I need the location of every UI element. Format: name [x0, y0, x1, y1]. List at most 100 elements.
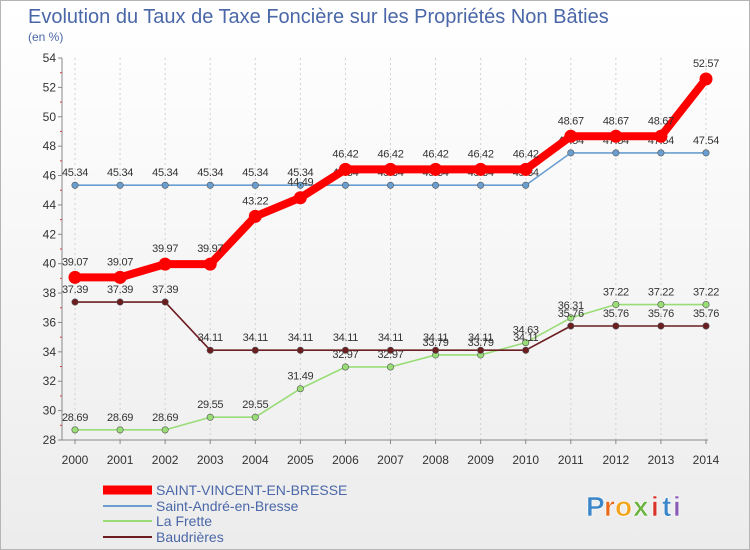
x-tick-label: 2006 — [332, 453, 359, 467]
data-label: 33.79 — [423, 337, 449, 349]
data-label: 34.11 — [333, 332, 358, 344]
x-tick-label: 2004 — [242, 453, 269, 467]
legend-label: SAINT-VINCENT-EN-BRESSE — [156, 482, 347, 498]
data-point — [248, 209, 262, 223]
data-point — [702, 301, 710, 309]
data-point — [386, 363, 394, 371]
chart-title: Evolution du Taux de Taxe Foncière sur l… — [28, 6, 609, 28]
chart-subtitle: (en %) — [28, 30, 63, 44]
axes — [58, 57, 708, 444]
data-point — [612, 149, 620, 157]
data-label: 32.97 — [332, 349, 358, 361]
data-label: 45.34 — [107, 167, 133, 179]
data-label: 45.34 — [242, 167, 268, 179]
data-label: 34.11 — [243, 332, 268, 344]
logo-letter: r — [604, 491, 615, 522]
data-point — [386, 346, 394, 354]
data-point — [116, 426, 124, 434]
data-point — [71, 426, 79, 434]
data-point — [567, 322, 575, 330]
data-point — [654, 129, 668, 143]
x-tick-label: 2002 — [152, 453, 179, 467]
data-label: 37.22 — [648, 287, 674, 299]
data-label: 29.55 — [197, 399, 223, 411]
data-point — [477, 346, 485, 354]
data-point — [612, 301, 620, 309]
data-point — [702, 149, 710, 157]
data-label: 43.22 — [242, 195, 268, 207]
data-label: 39.97 — [152, 243, 178, 255]
data-point — [341, 181, 349, 189]
data-label: 37.39 — [107, 284, 133, 296]
data-point — [474, 162, 488, 176]
data-label: 46.42 — [423, 148, 449, 160]
data-label: 29.55 — [242, 399, 268, 411]
y-tick-label: 46 — [43, 169, 57, 183]
data-point — [522, 181, 530, 189]
x-tick-label: 2012 — [603, 453, 630, 467]
y-axis-ticks: 28 30 32 34 36 38 40 42 44 46 48 50 52 54 — [43, 51, 57, 447]
logo-letter: i — [673, 491, 681, 522]
data-point — [206, 181, 214, 189]
data-point — [251, 413, 259, 421]
data-label: 32.97 — [377, 349, 403, 361]
y-tick-label: 36 — [43, 315, 57, 329]
x-tick-label: 2001 — [107, 453, 134, 467]
data-point — [702, 322, 710, 330]
x-tick-label: 2008 — [422, 453, 449, 467]
data-point — [429, 162, 443, 176]
data-label: 31.49 — [287, 371, 313, 383]
data-point — [296, 181, 304, 189]
data-label: 45.34 — [62, 167, 88, 179]
data-label: 37.22 — [693, 287, 719, 299]
data-point — [341, 346, 349, 354]
data-label: 34.11 — [513, 332, 538, 344]
data-point — [113, 270, 127, 284]
data-point — [432, 181, 440, 189]
grid — [74, 58, 707, 440]
data-point — [296, 346, 304, 354]
data-point — [161, 426, 169, 434]
data-label: 36.31 — [558, 300, 584, 312]
y-tick-label: 28 — [43, 433, 57, 447]
logo-letter: t — [662, 491, 671, 522]
data-point — [158, 257, 172, 271]
data-point — [612, 322, 620, 330]
data-point — [519, 162, 533, 176]
logo-letter: o — [615, 491, 632, 522]
x-tick-label: 2005 — [287, 453, 314, 467]
y-tick-label: 38 — [43, 286, 57, 300]
data-point — [251, 346, 259, 354]
legend-label: La Frette — [156, 513, 212, 529]
data-label: 39.07 — [107, 256, 133, 268]
data-point — [609, 129, 623, 143]
y-tick-label: 32 — [43, 374, 57, 388]
data-point — [296, 385, 304, 393]
legend-label: Baudrières — [156, 529, 224, 545]
data-point — [477, 181, 485, 189]
data-point — [71, 181, 79, 189]
y-tick-label: 54 — [43, 51, 57, 65]
y-tick-label: 44 — [43, 198, 57, 212]
logo-letter: x — [633, 491, 649, 522]
y-tick-label: 34 — [43, 345, 57, 359]
data-point — [68, 270, 82, 284]
x-tick-label: 2000 — [62, 453, 89, 467]
data-label: 45.34 — [197, 167, 223, 179]
data-label: 48.67 — [603, 115, 629, 127]
x-tick-label: 2007 — [377, 453, 404, 467]
data-point — [116, 181, 124, 189]
data-label: 34.63 — [513, 325, 539, 337]
data-label: 28.69 — [62, 412, 88, 424]
data-point — [161, 181, 169, 189]
data-point — [522, 346, 530, 354]
y-tick-label: 52 — [43, 80, 57, 94]
data-label: 37.22 — [603, 287, 629, 299]
data-point — [699, 72, 713, 86]
logo-letter: i — [651, 491, 659, 522]
data-label: 34.11 — [423, 332, 448, 344]
data-label: 46.42 — [468, 148, 494, 160]
x-tick-label: 2013 — [648, 453, 675, 467]
